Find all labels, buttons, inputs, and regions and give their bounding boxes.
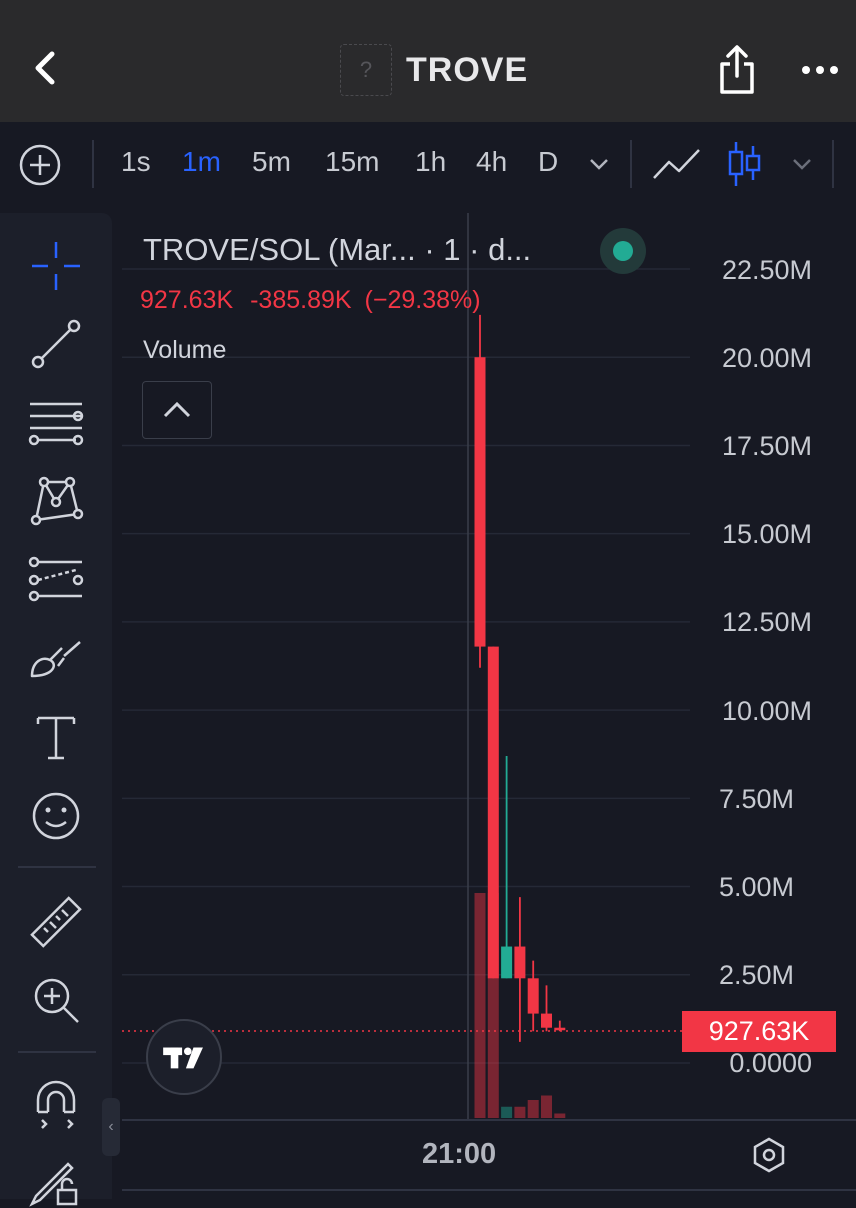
price-axis-label: 17.50M bbox=[721, 431, 812, 461]
more-options-icon[interactable] bbox=[800, 56, 840, 84]
interval-dropdown-chevron-icon[interactable] bbox=[588, 157, 610, 171]
trend-line-icon[interactable] bbox=[28, 316, 84, 372]
header-title-group: ? TROVE bbox=[340, 44, 528, 96]
toolbar-divider bbox=[18, 866, 96, 868]
pattern-icon[interactable] bbox=[28, 474, 84, 530]
ruler-icon[interactable] bbox=[28, 894, 84, 950]
price-axis-label: 2.50M bbox=[718, 960, 794, 990]
price-axis-label: 5.00M bbox=[718, 872, 794, 902]
interval-d[interactable]: D bbox=[538, 146, 559, 177]
current-price-tag: 927.63K bbox=[682, 1011, 836, 1052]
app-header: ? TROVE bbox=[0, 0, 856, 122]
chart-toolbar bbox=[0, 122, 856, 206]
add-indicator-icon[interactable] bbox=[18, 143, 62, 187]
symbol-legend-title[interactable]: TROVE/SOL (Mar... · 1 · d... bbox=[143, 232, 532, 267]
interval-5m[interactable]: 5m bbox=[252, 146, 291, 177]
price-change: -385.89K bbox=[250, 286, 352, 314]
chart-settings-icon[interactable] bbox=[750, 1136, 788, 1174]
price-axis-label: 20.00M bbox=[721, 343, 812, 373]
token-logo-placeholder: ? bbox=[340, 44, 392, 96]
back-arrow-icon[interactable] bbox=[26, 48, 66, 88]
legend-collapse-chevron-icon[interactable] bbox=[142, 381, 212, 439]
fib-retracement-icon[interactable] bbox=[28, 396, 84, 452]
price-axis-label: 15.00M bbox=[721, 519, 812, 549]
time-axis-label: 21:00 bbox=[422, 1138, 497, 1170]
price-axis-label: 10.00M bbox=[721, 696, 812, 726]
collapse-toolbar-button[interactable]: ‹ bbox=[102, 1098, 120, 1156]
tradingview-logo-icon[interactable] bbox=[146, 1019, 222, 1095]
ohlc-legend-values: 927.63K -385.89K (−29.38%) bbox=[140, 286, 481, 315]
toolbar-divider bbox=[18, 1051, 96, 1053]
interval-4h[interactable]: 4h bbox=[476, 146, 508, 177]
page-title: TROVE bbox=[406, 50, 529, 89]
market-status-indicator[interactable] bbox=[600, 228, 646, 274]
brush-icon[interactable] bbox=[28, 632, 84, 688]
price-axis-label: 12.50M bbox=[721, 607, 812, 637]
chart-type-dropdown-chevron-icon[interactable] bbox=[791, 157, 813, 171]
price-axis-label: 0.0000 bbox=[729, 1048, 812, 1078]
share-icon[interactable] bbox=[716, 44, 758, 96]
prediction-icon[interactable] bbox=[28, 552, 84, 608]
drawing-toolbar bbox=[0, 213, 112, 1199]
magnet-icon[interactable] bbox=[28, 1080, 84, 1136]
text-icon[interactable] bbox=[28, 710, 84, 766]
toolbar-divider bbox=[630, 140, 632, 188]
line-chart-type-icon[interactable] bbox=[651, 144, 703, 184]
price-change-percent: (−29.38%) bbox=[364, 286, 481, 314]
toolbar-divider bbox=[92, 140, 94, 188]
crosshair-icon[interactable] bbox=[28, 238, 84, 294]
lock-drawings-icon[interactable] bbox=[28, 1152, 84, 1208]
interval-15m[interactable]: 15m bbox=[325, 146, 380, 177]
price-axis-label: 22.50M bbox=[721, 255, 812, 285]
last-price: 927.63K bbox=[140, 286, 234, 314]
interval-1h[interactable]: 1h bbox=[415, 146, 447, 177]
interval-1s[interactable]: 1s bbox=[121, 146, 151, 177]
toolbar-divider bbox=[832, 140, 834, 188]
zoom-in-icon[interactable] bbox=[28, 972, 84, 1028]
interval-1m[interactable]: 1m bbox=[182, 146, 221, 177]
candlestick-chart-type-icon[interactable] bbox=[727, 140, 761, 188]
emoji-icon[interactable] bbox=[28, 788, 84, 844]
volume-indicator-label[interactable]: Volume bbox=[143, 336, 227, 364]
price-axis-label: 7.50M bbox=[718, 784, 794, 814]
